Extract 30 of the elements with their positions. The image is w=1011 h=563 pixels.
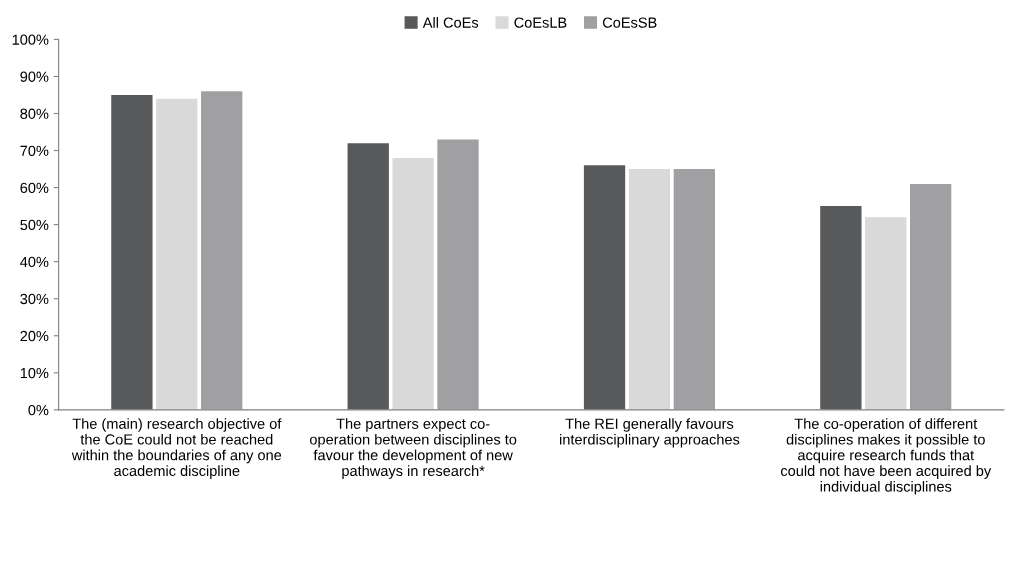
y-tick-label: 80% — [20, 108, 49, 119]
bar — [201, 91, 243, 410]
legend-label: All CoEs — [422, 17, 479, 28]
bar — [673, 169, 715, 410]
legend-label: CoEsLB — [514, 17, 567, 28]
y-tick-label: 60% — [20, 182, 49, 194]
x-tick-label: The co-operation of different disciplines makes it possible to acquire research funds that could not have been acquired by individual disciplines — [780, 418, 992, 495]
y-tick-label: 20% — [20, 330, 49, 342]
bar — [628, 169, 671, 410]
y-tick-label: 90% — [20, 71, 49, 82]
bar — [392, 157, 434, 410]
y-tick-label: 0% — [28, 404, 49, 416]
bar — [583, 165, 626, 410]
x-tick-label: The (main) research objective of the CoE could not be reached within the boundaries of any one academic discipline — [71, 418, 282, 479]
legend-label: CoEsSB — [602, 17, 657, 28]
bar — [865, 217, 907, 410]
bar — [111, 94, 153, 410]
y-tick-label: 30% — [20, 293, 49, 305]
y-tick-label: 100% — [12, 34, 49, 45]
bar — [437, 139, 479, 410]
bar — [820, 206, 862, 410]
x-tick-label: The REI generally favours interdisciplinary approaches — [560, 418, 740, 448]
y-tick-label: 50% — [20, 219, 49, 231]
x-tick-label: The partners expect co- operation between disciplines to favour the development of new pathways in research* — [309, 418, 517, 479]
y-tick-label: 40% — [20, 256, 49, 268]
y-tick-label: 10% — [20, 367, 49, 379]
bar — [156, 98, 198, 410]
bar — [347, 143, 389, 410]
bar — [910, 183, 952, 410]
y-tick-label: 70% — [20, 145, 49, 156]
